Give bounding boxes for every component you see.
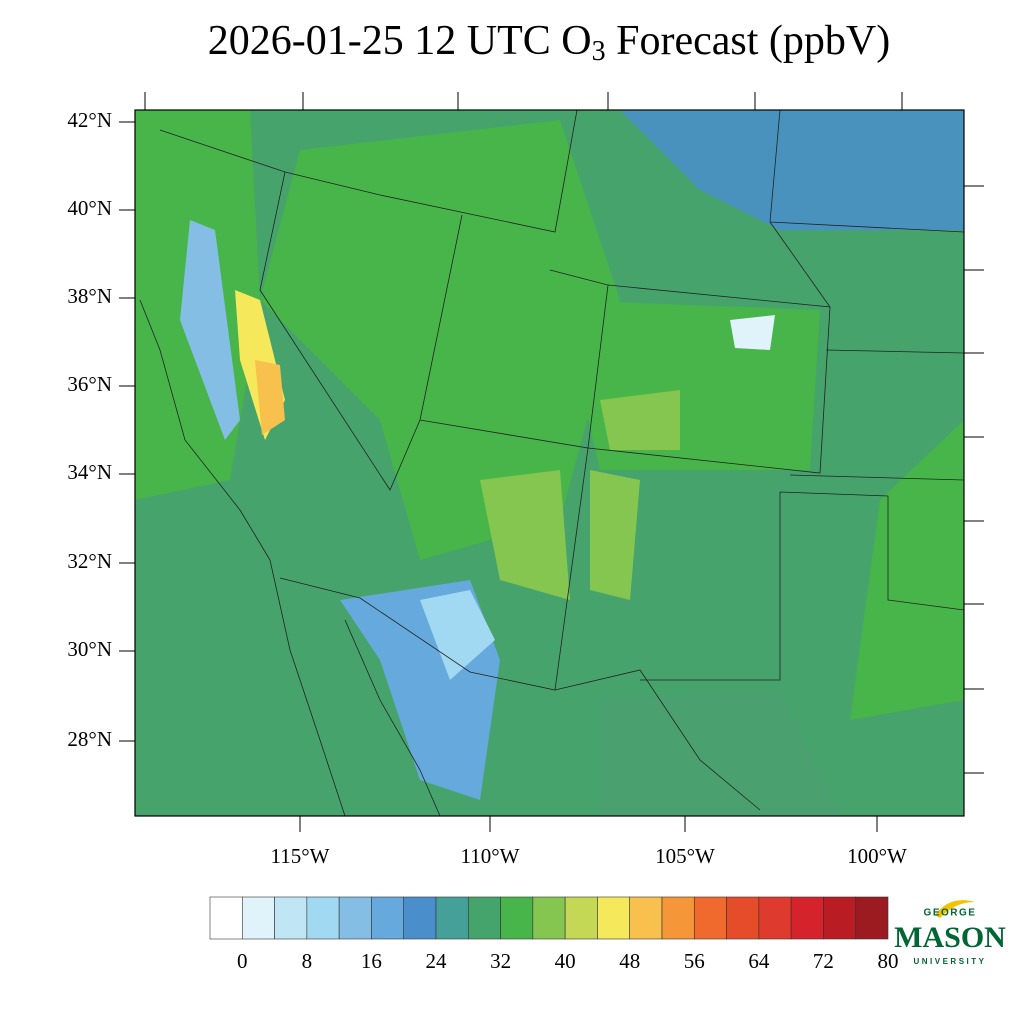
axis-ticks [119,92,984,832]
colorbar-box [241,896,275,940]
map-frame [134,109,965,817]
colorbar-box [629,896,663,940]
field-region [730,315,775,350]
logo-text: MASON [894,921,1006,954]
colorbar-box [435,896,469,940]
lat-label: 30°N [67,637,112,661]
lon-label: 100°W [847,844,907,868]
colorbar-box [500,896,534,940]
colorbar-box [823,896,857,940]
lon-label: 105°W [655,844,715,868]
colorbar-box [661,896,695,940]
lon-label: 110°W [461,844,520,868]
lat-label: 38°N [67,284,112,308]
title: 2026-01-25 12 UTC O3 Forecast (ppbV) [208,18,890,68]
colorbar-label: 0 [237,949,248,973]
map [119,92,984,832]
field-region [255,360,285,435]
colorbar-box [564,896,598,940]
field-region [600,690,840,816]
field-region [560,300,820,470]
lat-label: 32°N [67,549,112,573]
logo-text: GEORGE [924,908,977,919]
colorbar-box [532,896,566,940]
colorbar-label: 16 [361,949,382,973]
field-region [590,470,640,600]
colorbar-box [467,896,501,940]
title-text: 2026-01-25 12 UTC O [208,18,592,64]
colorbar-box [403,896,437,940]
colorbar: 0 8 16 24 32 40 48 56 64 72 80 [209,896,899,973]
logo: GEORGE MASON UNIVERSITY [894,900,1006,966]
colorbar-box [758,896,792,940]
title-subscript: 3 [592,36,606,67]
logo-mark [935,900,975,918]
colorbar-label: 64 [748,949,770,973]
lon-label: 115°W [271,844,330,868]
colorbar-box [209,896,243,940]
lat-label: 34°N [67,460,112,484]
logo-text: UNIVERSITY [913,957,986,966]
field-region [260,120,620,560]
colorbar-box [726,896,760,940]
colorbar-label: 56 [684,949,705,973]
lat-label: 28°N [67,727,112,751]
colorbar-label: 72 [813,949,834,973]
colorbar-label: 24 [426,949,448,973]
colorbar-box [855,896,889,940]
lat-label: 36°N [67,372,112,396]
colorbar-box [597,896,631,940]
colorbar-box [306,896,340,940]
colorbar-box [790,896,824,940]
colorbar-label: 80 [878,949,899,973]
colorbar-box [693,896,727,940]
colorbar-box [371,896,405,940]
field-region [620,110,964,230]
lat-label: 40°N [67,196,112,220]
field-region [600,390,680,450]
title-text: Forecast (ppbV) [606,18,891,64]
lat-label: 42°N [67,108,112,132]
colorbar-label: 40 [555,949,576,973]
axis-labels: 42°N 40°N 38°N 36°N 34°N 32°N 30°N 28°N 115°W 110… [67,108,907,868]
colorbar-label: 48 [619,949,640,973]
coastline [139,299,441,816]
field-region [850,420,964,720]
colorbar-label: 8 [302,949,313,973]
field-region [180,220,240,440]
colorbar-box [338,896,372,940]
field-region [420,590,495,680]
state-boundary [159,110,964,811]
field-region [480,470,570,600]
colorbar-box [274,896,308,940]
colorbar-label: 32 [490,949,511,973]
